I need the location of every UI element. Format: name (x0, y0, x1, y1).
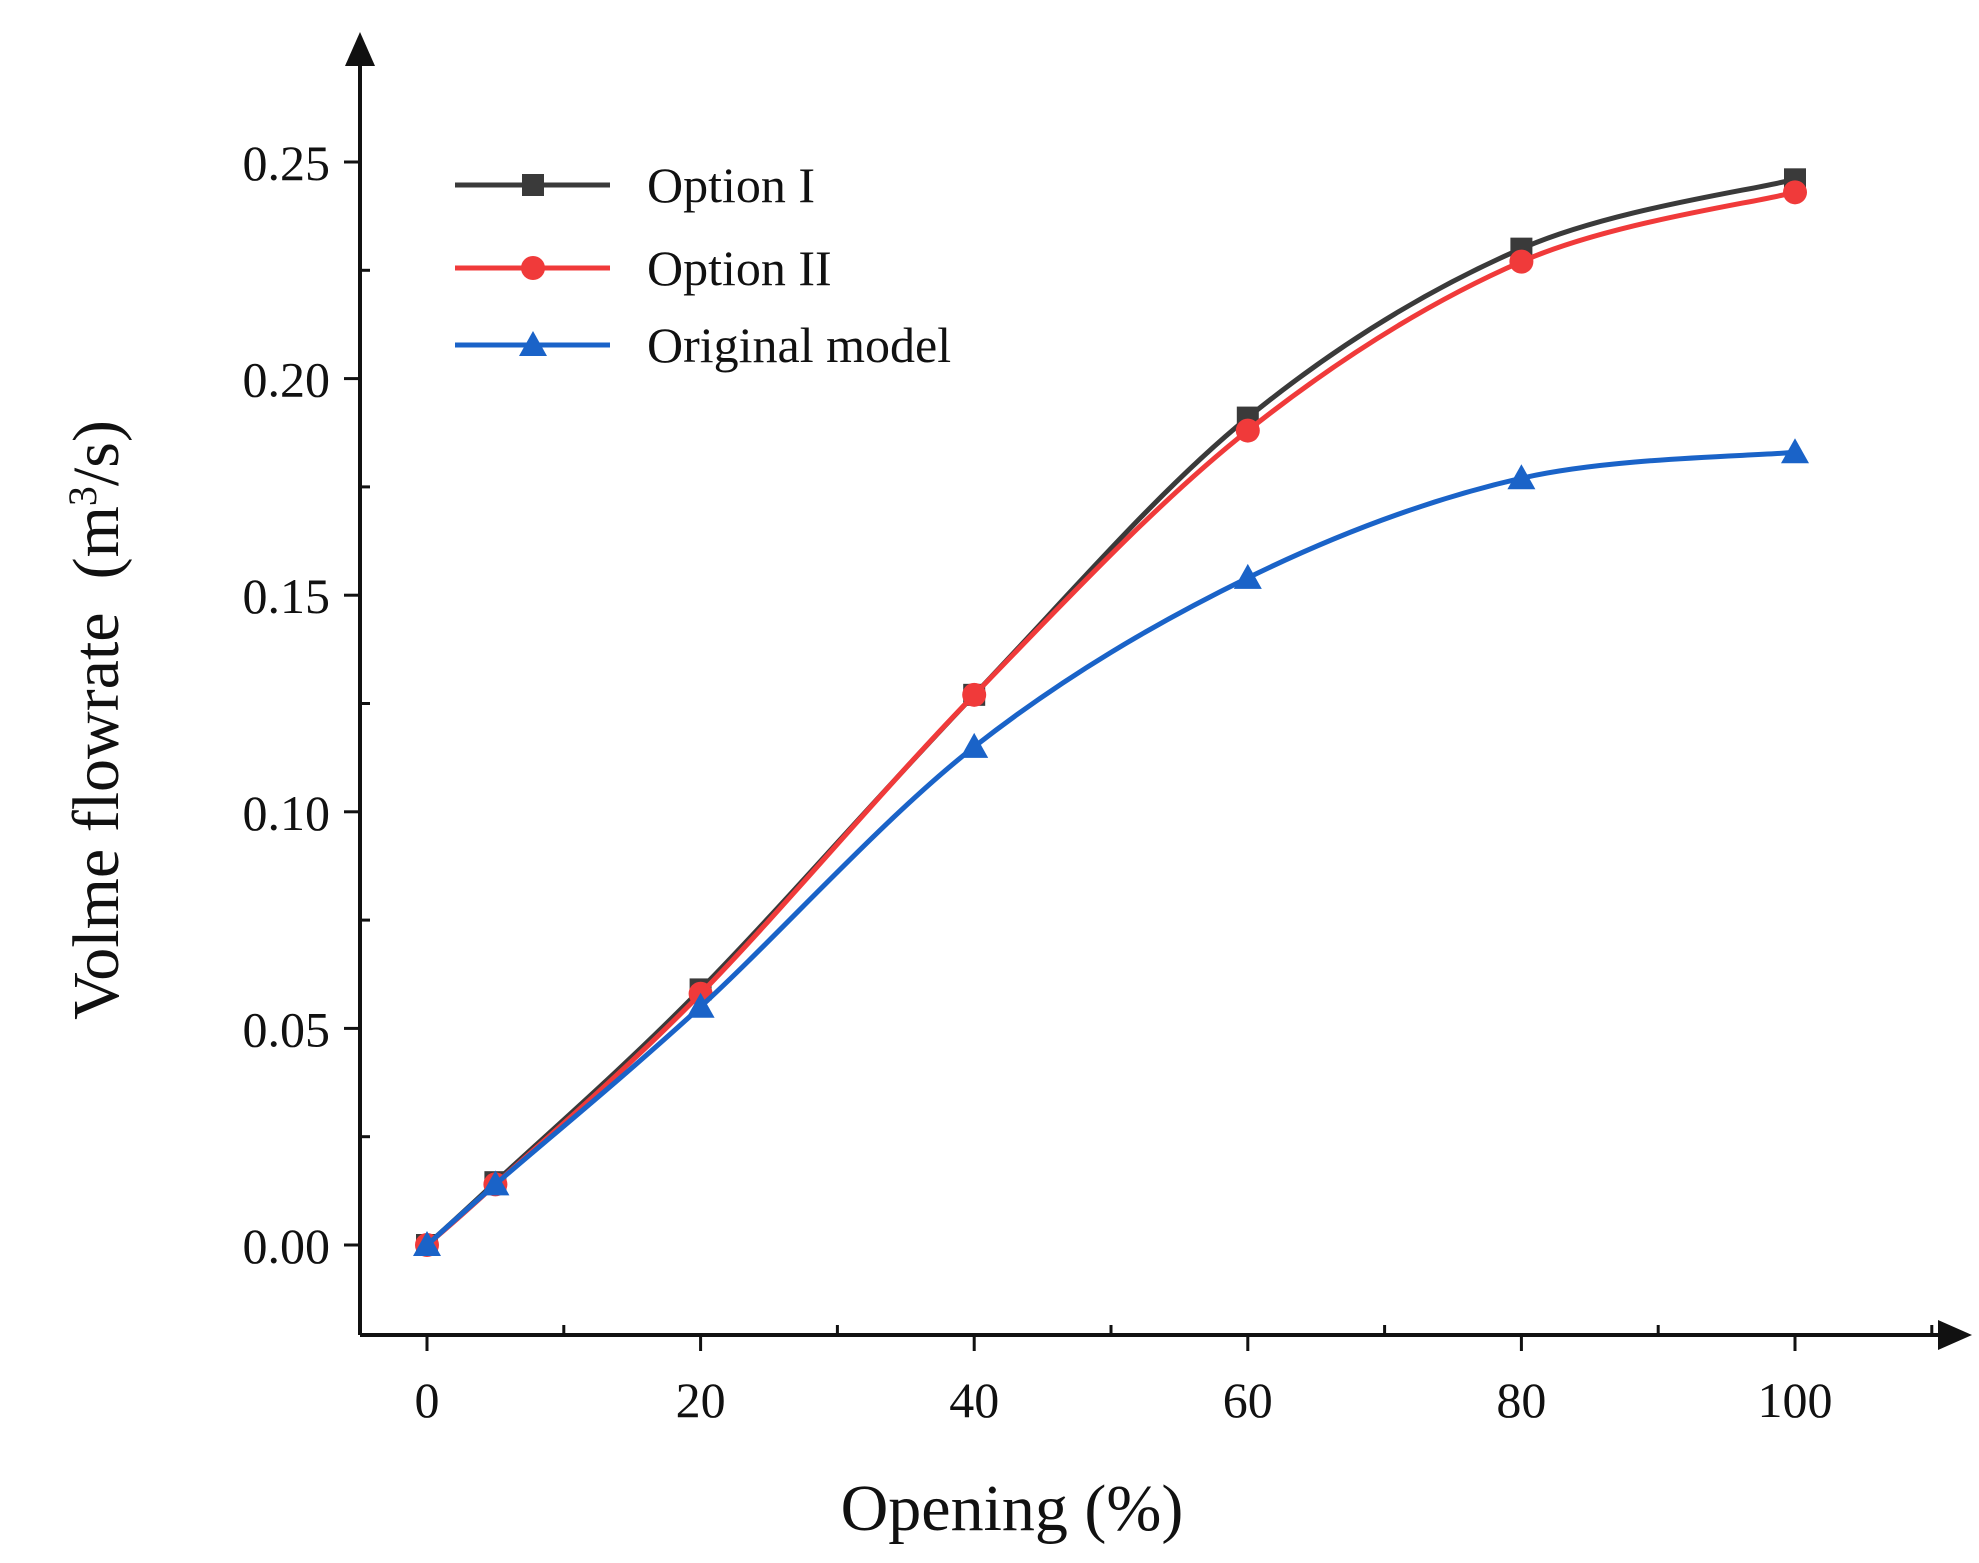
data-point (1509, 249, 1534, 274)
data-point (481, 1170, 510, 1196)
data-point (686, 992, 715, 1018)
data-point (1235, 418, 1260, 443)
y-axis-title-superscript: 3 (60, 486, 105, 506)
x-tick-label: 80 (1496, 1372, 1546, 1428)
y-axis-arrow (345, 32, 375, 66)
y-axis-title-tail: /s) (60, 420, 133, 486)
legend: Option I Option II Original model (455, 157, 951, 373)
y-axis-title: Volme flowrate (m3/s) (60, 420, 134, 1020)
x-tick-label: 20 (676, 1372, 726, 1428)
series-layer (413, 168, 1809, 1257)
axis-ticks (344, 160, 1934, 1351)
data-point (1783, 180, 1807, 205)
x-tick-label: 0 (415, 1372, 440, 1428)
data-point (1781, 438, 1809, 464)
legend-marker (522, 174, 544, 196)
series-original-model (413, 438, 1809, 1256)
series-line (425, 176, 1796, 1247)
y-tick-label: 0.00 (243, 1218, 331, 1274)
x-tick-label: 40 (949, 1372, 999, 1428)
data-point (960, 732, 989, 758)
y-tick-label: 0.15 (243, 568, 331, 624)
data-point (1233, 563, 1262, 589)
tick-labels: 0 20 40 60 80 100 0.00 0.05 0.10 0.15 0.20 0.25 (243, 135, 1833, 1428)
series-line (425, 449, 1796, 1247)
legend-marker (521, 256, 545, 280)
y-tick-label: 0.20 (243, 352, 331, 408)
data-point (1507, 464, 1536, 490)
y-tick-label: 0.25 (243, 135, 331, 191)
legend-label: Option II (647, 240, 832, 296)
series-option-ii (415, 180, 1807, 1257)
y-axis-title-main: Volme flowrate (m (60, 506, 133, 1020)
y-tick-label: 0.05 (243, 1001, 331, 1057)
x-axis-title: Opening (%) (841, 1472, 1184, 1545)
x-tick-label: 100 (1758, 1372, 1833, 1428)
data-point (962, 682, 987, 707)
y-tick-label: 0.10 (243, 785, 331, 841)
series-option-i (416, 168, 1806, 1256)
data-point (413, 1231, 441, 1256)
x-tick-label: 60 (1223, 1372, 1273, 1428)
x-axis-arrow (1938, 1320, 1972, 1350)
legend-label: Option I (647, 157, 815, 213)
legend-label: Original model (647, 317, 951, 373)
series-line (425, 189, 1796, 1247)
legend-marker (519, 331, 547, 356)
